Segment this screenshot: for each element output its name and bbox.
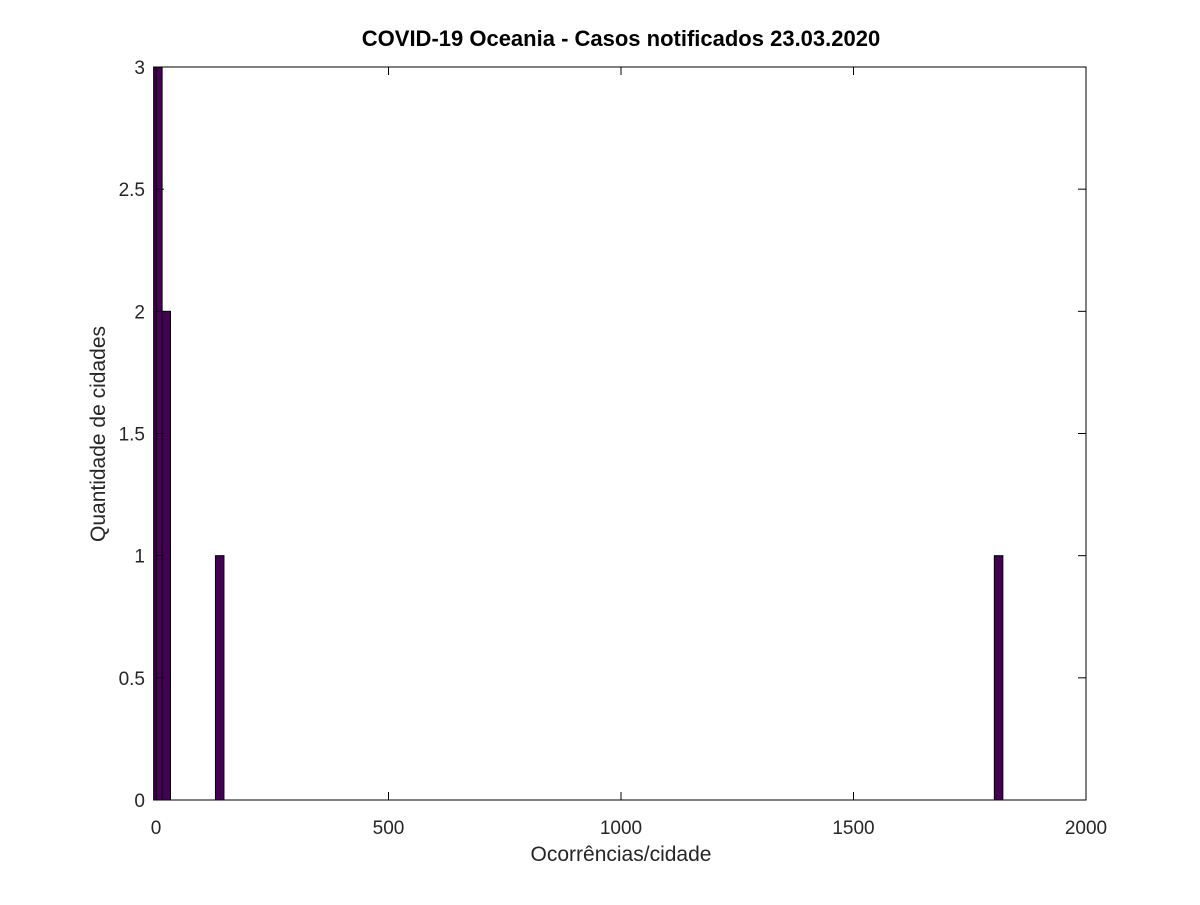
x-axis-label: Ocorrências/cidade xyxy=(531,843,712,866)
x-tick-label: 1000 xyxy=(600,818,642,839)
y-tick-label: 0 xyxy=(134,791,145,812)
y-tick-label: 1.5 xyxy=(119,425,145,446)
y-tick-label: 0.5 xyxy=(119,669,145,690)
y-tick-label: 3 xyxy=(134,58,145,79)
bars-layer xyxy=(153,66,1004,801)
axis-ticks xyxy=(155,66,1087,801)
y-tick-label: 1 xyxy=(134,547,145,568)
chart-title: COVID-19 Oceania - Casos notificados 23.… xyxy=(362,26,880,51)
x-tick-label: 2000 xyxy=(1065,818,1107,839)
y-tick-label: 2 xyxy=(134,302,145,323)
x-tick-label: 500 xyxy=(373,818,405,839)
plot-frame xyxy=(155,66,1087,801)
y-tick-labels: 0 0.5 1 1.5 2 2.5 3 xyxy=(119,58,145,812)
histogram-bar xyxy=(214,555,225,801)
y-tick-label: 2.5 xyxy=(119,180,145,201)
x-tick-label: 0 xyxy=(151,818,162,839)
x-tick-labels: 0 500 1000 1500 2000 xyxy=(151,818,1107,839)
histogram-bar xyxy=(993,555,1004,801)
x-tick-label: 1500 xyxy=(832,818,874,839)
y-axis-label: Quantidade de cidades xyxy=(87,326,110,542)
